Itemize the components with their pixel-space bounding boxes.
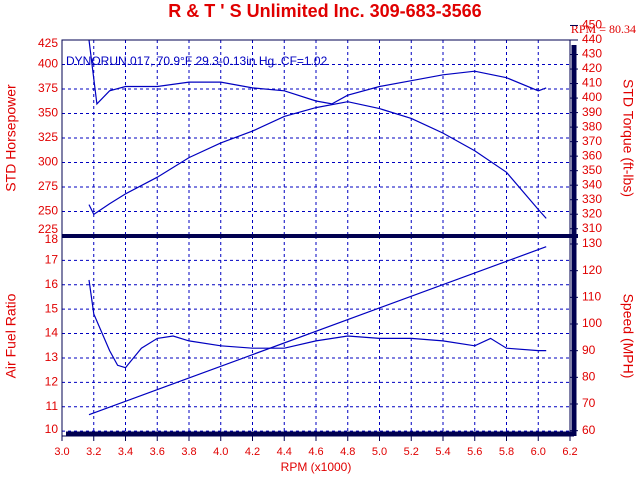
y2-axis-label: STD Torque (ft-lbs): [620, 79, 636, 197]
y2-tick-label: 320: [582, 206, 602, 220]
x-tick-label: 5.4: [435, 446, 450, 458]
y2-tick-label: 330: [582, 192, 602, 206]
y2-tick-label: 310: [582, 221, 602, 235]
x-tick-label: 5.2: [404, 446, 419, 458]
x-tick-label: 4.0: [213, 446, 228, 458]
data-line: [88, 39, 547, 106]
y2-tick-label: 340: [582, 177, 602, 191]
y-tick-label: 225: [38, 222, 58, 236]
x-tick-label: 6.2: [562, 446, 577, 458]
y2-axis-label: Speed (MPH): [620, 294, 636, 379]
y2-tick-label: 120: [582, 263, 602, 277]
chart-title: R & T ' S Unlimited Inc. 309-683-3566: [168, 1, 481, 21]
y2-tick-label: 80: [582, 370, 596, 384]
y-tick-label: 400: [38, 57, 58, 71]
y-tick-label: 17: [45, 253, 59, 267]
y-tick-label: 13: [45, 350, 59, 364]
y2-tick-label: 90: [582, 343, 596, 357]
y2-tick-label: 430: [582, 47, 602, 61]
y-tick-label: 350: [38, 106, 58, 120]
x-tick-label: 4.8: [340, 446, 355, 458]
x-tick-label: 4.6: [308, 446, 323, 458]
subtitle: RPM = 80.34: [571, 22, 636, 36]
x-tick-label: 6.0: [531, 446, 546, 458]
y-tick-label: 300: [38, 155, 58, 169]
y2-tick-label: 410: [582, 76, 602, 90]
y2-tick-label: 100: [582, 316, 602, 330]
y-tick-label: 18: [45, 232, 59, 246]
y-axis-label: Air Fuel Ratio: [3, 293, 19, 378]
y-tick-label: 325: [38, 130, 58, 144]
y2-tick-label: 420: [582, 61, 602, 75]
data-line: [88, 246, 547, 416]
y2-tick-label: 450: [582, 18, 602, 32]
y-tick-label: 10: [45, 422, 59, 436]
y2-tick-label: 60: [582, 423, 596, 437]
y2-tick-label: 360: [582, 148, 602, 162]
x-tick-label: 3.6: [150, 446, 165, 458]
x-tick-label: 5.8: [499, 446, 514, 458]
y2-tick-label: 110: [582, 290, 601, 304]
y2-tick-label: 370: [582, 134, 602, 148]
y2-tick-label: 390: [582, 105, 602, 119]
y-tick-label: 14: [45, 326, 59, 340]
data-line: [88, 279, 547, 369]
x-tick-label: 3.0: [54, 446, 69, 458]
x-tick-label: 3.8: [181, 446, 196, 458]
x-tick-label: 3.4: [118, 446, 133, 458]
data-line: [88, 101, 547, 219]
x-tick-label: 5.6: [467, 446, 482, 458]
x-tick-label: 4.2: [245, 446, 260, 458]
y2-tick-label: 70: [582, 396, 596, 410]
x-tick-label: 3.2: [86, 446, 101, 458]
y-axis-label: STD Horsepower: [3, 84, 19, 192]
y2-tick-label: 380: [582, 119, 602, 133]
x-tick-label: 5.0: [372, 446, 387, 458]
y2-tick-label: 350: [582, 163, 602, 177]
y-tick-label: 375: [38, 81, 58, 95]
y-tick-label: 11: [46, 399, 59, 413]
y-tick-label: 275: [38, 179, 58, 193]
y-tick-label: 16: [45, 277, 59, 291]
annotation: DYNORUN.017, 70.9°F 29.3-0.13in Hg. CF=1…: [66, 54, 328, 68]
y-tick-label: 425: [38, 36, 58, 50]
y-tick-label: 15: [45, 301, 59, 315]
y-tick-label: 250: [38, 204, 58, 218]
y2-tick-label: 130: [582, 236, 602, 250]
y2-tick-label: 440: [582, 32, 602, 46]
y-tick-label: 12: [45, 375, 59, 389]
x-tick-label: 4.4: [277, 446, 292, 458]
y2-tick-label: 400: [582, 90, 602, 104]
x-axis-label: RPM (x1000): [281, 460, 352, 474]
